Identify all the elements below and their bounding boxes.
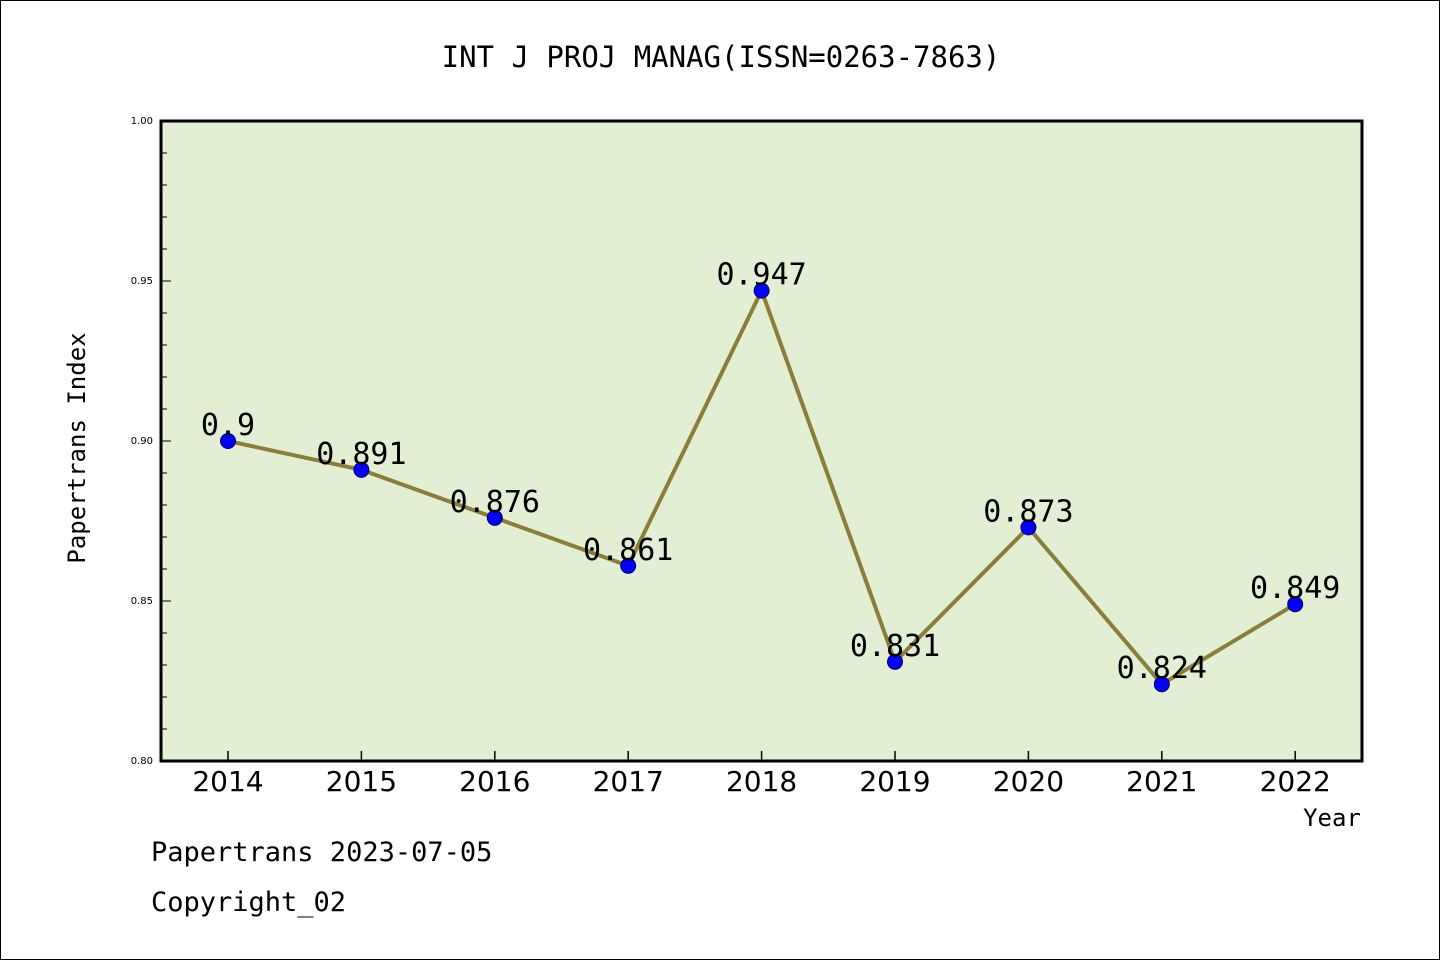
x-tick-label: 2020 <box>993 765 1064 798</box>
y-tick-label: 0.90 <box>131 436 153 447</box>
data-label: 0.9 <box>201 408 255 443</box>
data-point <box>887 653 903 670</box>
y-axis-label: Papertrans Index <box>63 332 91 563</box>
data-label: 0.873 <box>983 494 1073 529</box>
x-axis-label: Year <box>1303 804 1361 832</box>
data-point <box>220 433 236 449</box>
y-tick-label: 0.80 <box>131 756 153 767</box>
x-tick-label: 2019 <box>859 765 930 798</box>
data-point <box>1287 596 1304 613</box>
x-tick-label: 2018 <box>726 765 797 798</box>
data-label: 0.861 <box>583 533 673 568</box>
y-tick-label: 0.85 <box>131 596 153 607</box>
y-tick-label: 1.00 <box>131 116 153 127</box>
series-layer: 0.9 0.891 0.876 0.861 0.947 0.831 0.873 0.824 0.… <box>201 258 1340 693</box>
data-label: 0.876 <box>450 485 540 520</box>
x-tick-label: 2022 <box>1260 765 1331 798</box>
footer-copyright: Copyright_02 <box>151 887 347 918</box>
data-label: 0.947 <box>716 258 806 293</box>
data-point <box>353 461 370 478</box>
data-point <box>753 282 770 299</box>
data-label: 0.891 <box>316 437 406 472</box>
x-tick-label: 2021 <box>1126 765 1197 798</box>
plot-area <box>159 119 1364 763</box>
footer-date: Papertrans 2023-07-05 <box>151 837 493 868</box>
data-point <box>1153 676 1170 693</box>
x-tick-label: 2016 <box>459 765 530 798</box>
data-label: 0.849 <box>1250 571 1340 606</box>
data-label: 0.824 <box>1117 651 1207 686</box>
x-tick-label: 2017 <box>593 765 664 798</box>
chart-title: INT J PROJ MANAG(ISSN=0263-7863) <box>442 40 1001 74</box>
y-tick-label: 0.95 <box>131 276 153 287</box>
data-point <box>1020 519 1037 536</box>
x-tick-label: 2015 <box>326 765 397 798</box>
data-point <box>486 509 503 526</box>
x-axis: 2014 2015 2016 2017 2018 2019 2020 2021 2022 <box>192 751 1331 798</box>
y-axis: 0.80 0.85 0.90 0.95 1.00 <box>131 116 171 767</box>
x-tick-label: 2014 <box>192 765 263 798</box>
data-point <box>620 557 637 574</box>
data-label: 0.831 <box>850 629 940 664</box>
